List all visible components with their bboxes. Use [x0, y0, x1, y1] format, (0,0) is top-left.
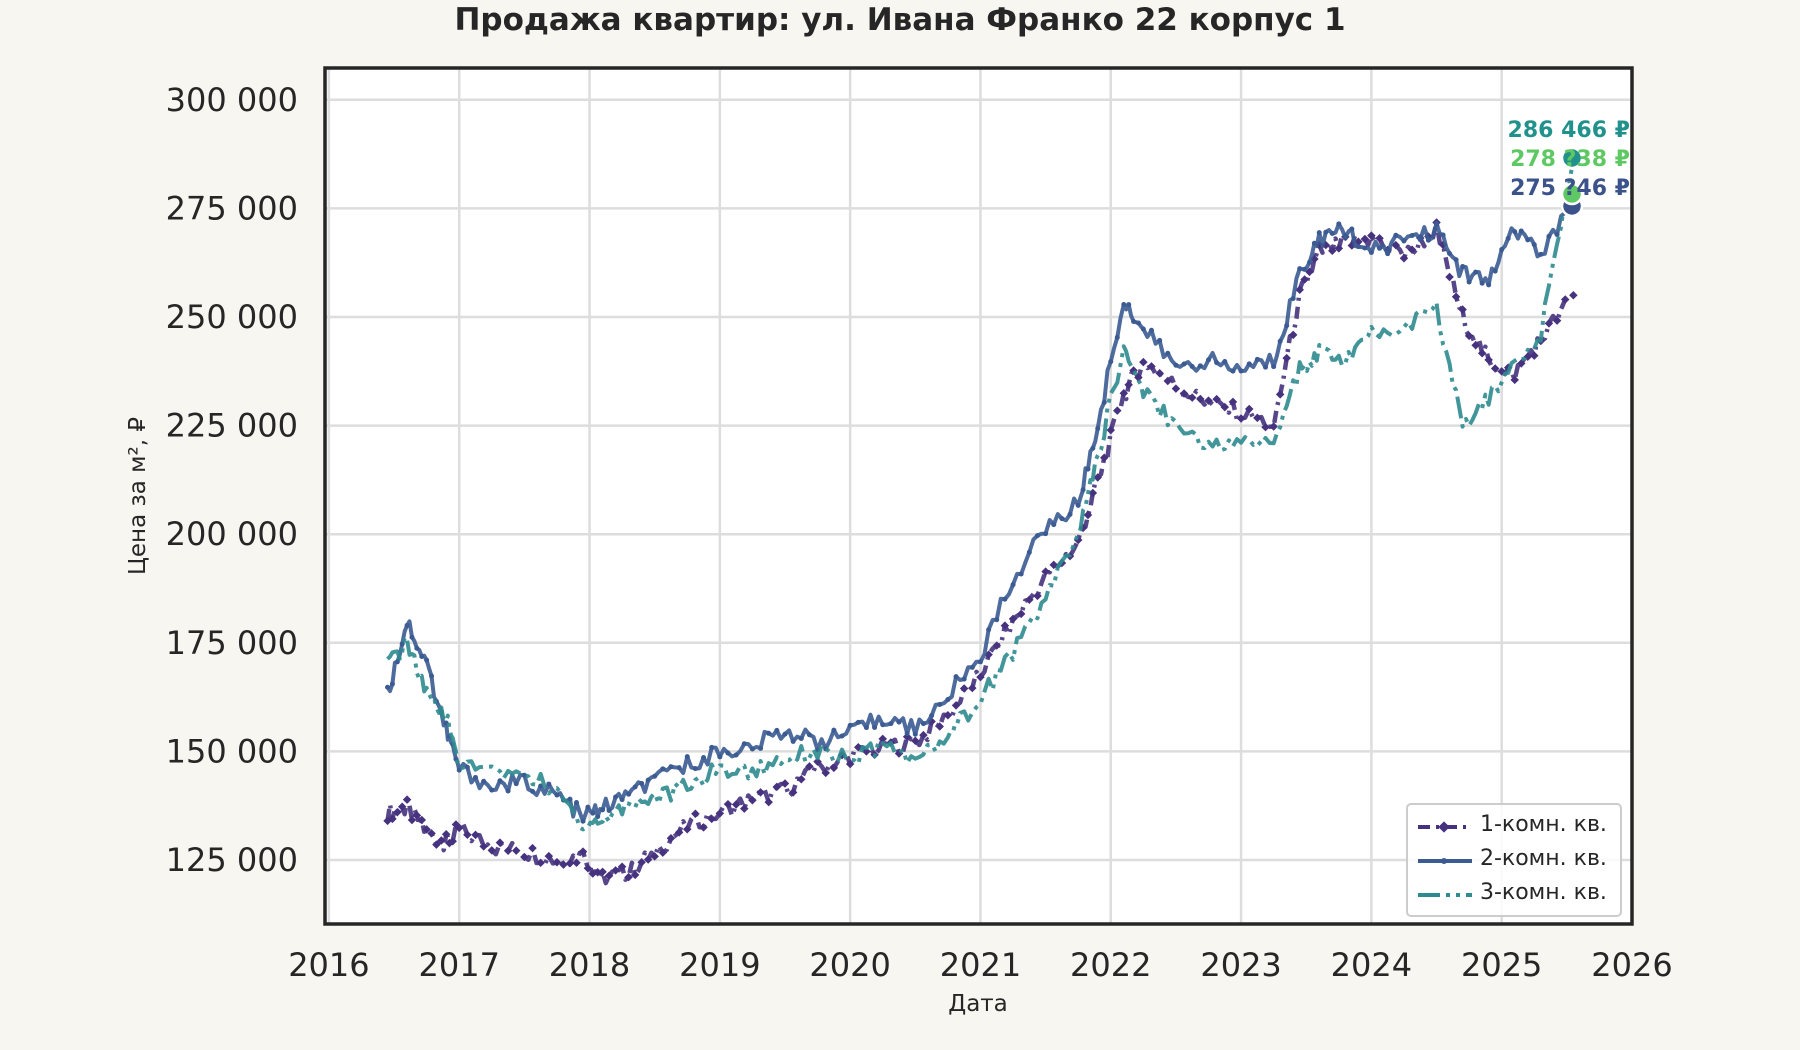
end-markers [1560, 146, 1584, 218]
legend-label: 2-комн. кв. [1480, 846, 1607, 871]
chart-title: Продажа квартир: ул. Ивана Франко 22 кор… [454, 2, 1346, 38]
plot-area [325, 68, 1632, 924]
value-annotation: 275 ?46 ₽ [1510, 176, 1630, 201]
x-axis-label: Дата [948, 991, 1008, 1017]
series-line-3 [386, 158, 1576, 832]
x-tick-label: 2021 [940, 946, 1021, 984]
y-tick-label: 225 000 [166, 407, 298, 445]
x-tick-label: 2026 [1591, 946, 1672, 984]
y-tick-label: 300 000 [166, 81, 298, 119]
x-tick-label: 2019 [679, 946, 760, 984]
x-axis-ticks: 2016 2017 2018 2019 2020 2021 2022 2023 2024 2025… [288, 946, 1673, 984]
y-tick-label: 150 000 [166, 732, 298, 770]
value-annotations: 286 466 ₽ 278 ?38 ₽ 275 ?46 ₽ [1508, 118, 1630, 201]
y-tick-label: 125 000 [166, 841, 298, 879]
legend: 1-комн. кв. 2-комн. кв. 3-комн. кв. [1406, 803, 1622, 917]
x-tick-label: 2024 [1331, 946, 1412, 984]
value-annotation: 278 ?38 ₽ [1510, 147, 1630, 172]
dash-dot-diamond-line-icon [1418, 821, 1472, 833]
legend-label: 1-комн. кв. [1480, 812, 1607, 837]
legend-item-2room: 2-комн. кв. [1408, 843, 1620, 877]
x-tick-label: 2016 [288, 946, 369, 984]
y-tick-label: 200 000 [166, 515, 298, 553]
y-tick-label: 275 000 [166, 189, 298, 227]
end-marker [1560, 146, 1584, 170]
legend-item-3room: 3-комн. кв. [1408, 877, 1620, 911]
x-tick-label: 2025 [1461, 946, 1542, 984]
x-tick-label: 2020 [809, 946, 890, 984]
y-tick-label: 250 000 [166, 298, 298, 336]
x-tick-label: 2022 [1070, 946, 1151, 984]
legend-label: 3-комн. кв. [1480, 880, 1607, 905]
x-tick-label: 2023 [1200, 946, 1281, 984]
end-marker [1560, 182, 1584, 206]
solid-dot-line-icon [1418, 858, 1472, 864]
y-axis-ticks: 125 000 150 000 175 000 200 000 225 000 250 0… [166, 81, 298, 879]
dash-dot-line-icon [1418, 893, 1472, 897]
value-annotation: 286 466 ₽ [1508, 118, 1630, 143]
y-tick-label: 175 000 [166, 624, 298, 662]
data-series [383, 158, 1578, 886]
plot-frame [323, 66, 1634, 926]
legend-item-1room: 1-комн. кв. [1408, 809, 1620, 843]
x-tick-label: 2017 [418, 946, 499, 984]
y-axis-label: Цена за м², ₽ [125, 417, 151, 575]
x-tick-label: 2018 [549, 946, 630, 984]
